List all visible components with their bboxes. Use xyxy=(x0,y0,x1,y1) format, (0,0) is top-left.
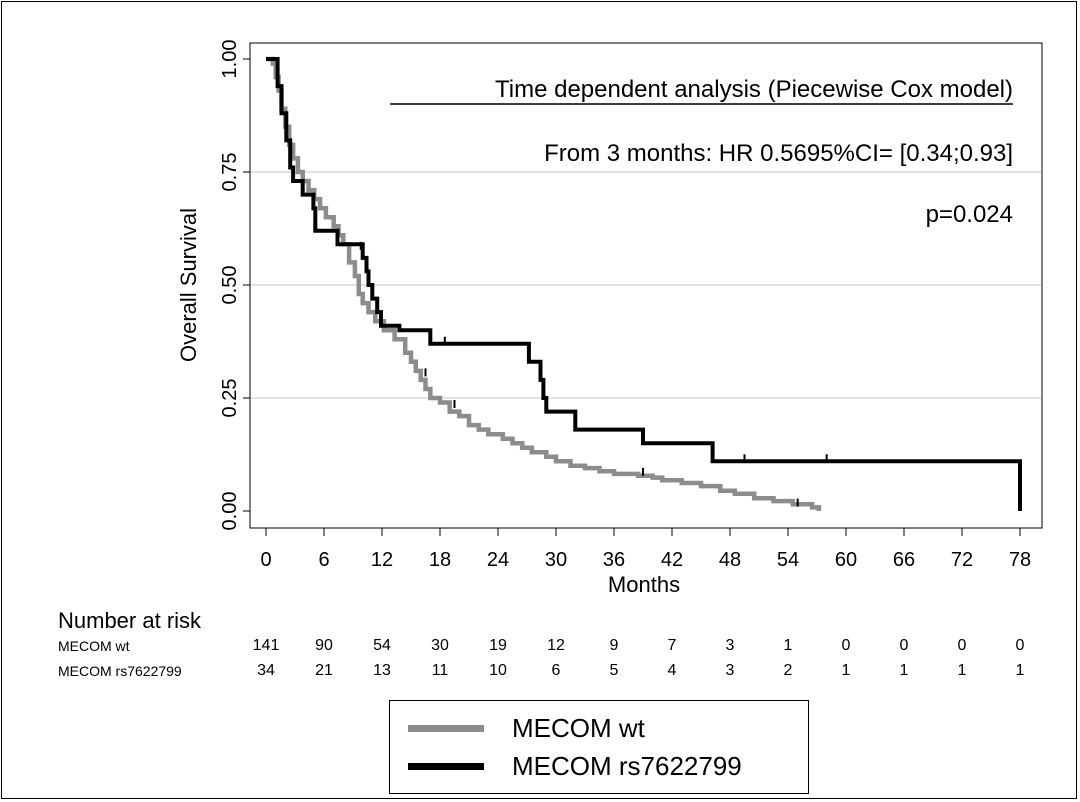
risk-value: 1 xyxy=(783,637,793,654)
y-tick-label: 0.50 xyxy=(219,266,241,305)
x-tick-label: 24 xyxy=(487,549,509,571)
x-tick-label: 6 xyxy=(318,549,329,571)
y-tick-label: 0.25 xyxy=(219,379,241,418)
risk-value: 1 xyxy=(841,662,851,679)
risk-value: 1 xyxy=(1015,662,1025,679)
risk-value: 0 xyxy=(841,637,851,654)
risk-value: 90 xyxy=(315,637,333,654)
risk-value: 54 xyxy=(373,637,391,654)
axes: 0.00 0.25 0.50 0.75 1.00 0 6 12 18 24 30 36 42 48 54 60… xyxy=(219,40,1031,571)
x-tick-label: 36 xyxy=(603,549,625,571)
legend-item-wt: MECOM wt xyxy=(408,711,645,745)
y-tick-label: 0.75 xyxy=(219,153,241,192)
risk-value: 30 xyxy=(431,637,449,654)
legend-swatch-wt xyxy=(408,724,484,732)
legend: MECOM wt MECOM rs7622799 xyxy=(389,700,809,794)
risk-value: 141 xyxy=(252,637,280,654)
y-tick-label: 1.00 xyxy=(219,40,241,79)
risk-value: 11 xyxy=(431,662,449,679)
risk-value: 0 xyxy=(1015,637,1025,654)
risk-value: 13 xyxy=(373,662,391,679)
x-tick-label: 12 xyxy=(371,549,393,571)
x-tick-label: 78 xyxy=(1009,549,1031,571)
risk-value: 0 xyxy=(957,637,967,654)
annotations: Time dependent analysis (Piecewise Cox m… xyxy=(390,76,1013,228)
risk-value: 4 xyxy=(667,662,677,679)
risk-value: 3 xyxy=(725,662,735,679)
x-tick-label: 66 xyxy=(893,549,915,571)
km-curve-rs xyxy=(266,57,1022,511)
risk-value: 6 xyxy=(551,662,561,679)
annotation-title: Time dependent analysis (Piecewise Cox m… xyxy=(495,76,1013,103)
legend-item-rs: MECOM rs7622799 xyxy=(408,749,742,783)
risk-value: 10 xyxy=(489,662,507,679)
risk-value: 5 xyxy=(609,662,619,679)
y-axis-label: Overall Survival xyxy=(176,208,201,362)
x-tick-label: 60 xyxy=(835,549,857,571)
risk-value: 34 xyxy=(257,662,275,679)
legend-label-wt: MECOM wt xyxy=(512,712,645,743)
risk-value: 12 xyxy=(547,637,565,654)
y-tick-label: 0.00 xyxy=(219,492,241,531)
gridlines xyxy=(251,171,1041,399)
km-curve-wt xyxy=(266,56,822,511)
legend-swatch-rs xyxy=(408,762,484,770)
risk-table-title: Number at risk xyxy=(58,608,202,633)
km-plot: 0.00 0.25 0.50 0.75 1.00 0 6 12 18 24 30 36 42 48 54 60… xyxy=(176,40,1043,597)
x-tick-label: 18 xyxy=(429,549,451,571)
x-tick-label: 72 xyxy=(951,549,973,571)
risk-row-label-rs: MECOM rs7622799 xyxy=(58,663,182,679)
risk-value: 19 xyxy=(489,637,507,654)
x-tick-label: 0 xyxy=(260,549,271,571)
x-tick-label: 48 xyxy=(719,549,741,571)
annotation-hr: From 3 months: HR 0.5695%CI= [0.34;0.93] xyxy=(544,140,1013,167)
risk-value: 21 xyxy=(315,662,333,679)
risk-value: 3 xyxy=(725,637,735,654)
risk-value: 1 xyxy=(957,662,967,679)
risk-value: 2 xyxy=(783,662,793,679)
legend-label-rs: MECOM rs7622799 xyxy=(512,750,742,781)
survival-curves xyxy=(266,56,1022,511)
x-tick-label: 54 xyxy=(777,549,799,571)
risk-value: 1 xyxy=(899,662,909,679)
x-axis-label: Months xyxy=(608,572,680,597)
risk-value: 7 xyxy=(667,637,677,654)
risk-value: 9 xyxy=(609,637,619,654)
risk-row-label-wt: MECOM wt xyxy=(58,638,130,654)
x-tick-label: 30 xyxy=(545,549,567,571)
annotation-pvalue: p=0.024 xyxy=(926,201,1013,228)
x-tick-label: 42 xyxy=(661,549,683,571)
risk-value: 0 xyxy=(899,637,909,654)
